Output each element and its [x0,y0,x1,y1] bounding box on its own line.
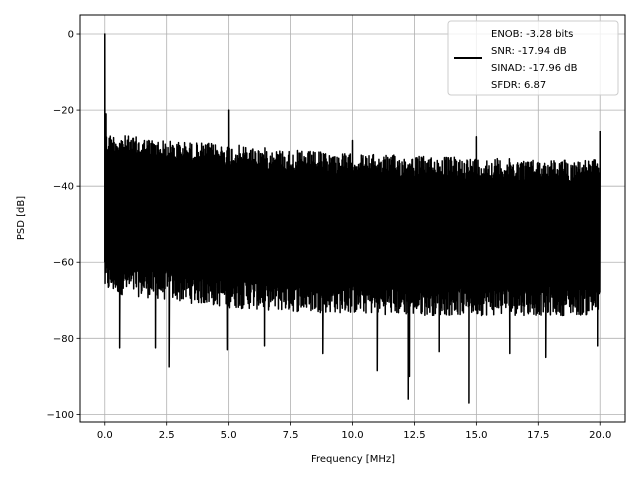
legend-box [447,20,619,96]
x-ticks: 0.0 2.5 5.0 7.5 10.0 12.5 15.0 17.5 20.0 [97,422,611,441]
y-tick-label: −80 [53,334,74,345]
y-tick-label: 0 [68,30,74,41]
legend-entry-sfdr: SFDR: 6.87 [491,80,546,91]
y-tick-label: −40 [53,182,74,193]
x-tick-label: 0.0 [97,430,113,441]
x-tick-label: 2.5 [159,430,175,441]
x-tick-label: 5.0 [221,430,237,441]
y-tick-label: −60 [53,258,74,269]
y-tick-label: −100 [47,410,74,421]
legend-entry-enob: ENOB: -3.28 bits [491,29,573,40]
y-tick-label: −20 [53,106,74,117]
y-ticks: 0 −20 −40 −60 −80 −100 [47,30,80,421]
x-tick-label: 17.5 [527,430,549,441]
x-axis-label: Frequency [MHz] [311,454,395,465]
x-tick-label: 7.5 [283,430,299,441]
x-tick-label: 12.5 [403,430,425,441]
y-axis-label: PSD [dB] [16,196,27,240]
x-tick-label: 20.0 [589,430,611,441]
legend-entry-sinad: SINAD: -17.96 dB [491,63,578,74]
legend: ENOB: -3.28 bits SNR: -17.94 dB SINAD: -… [447,20,619,96]
psd-line [104,33,601,404]
x-tick-label: 15.0 [465,430,487,441]
legend-entry-snr: SNR: -17.94 dB [491,46,567,57]
x-tick-label: 10.0 [341,430,363,441]
psd-series [104,33,601,404]
